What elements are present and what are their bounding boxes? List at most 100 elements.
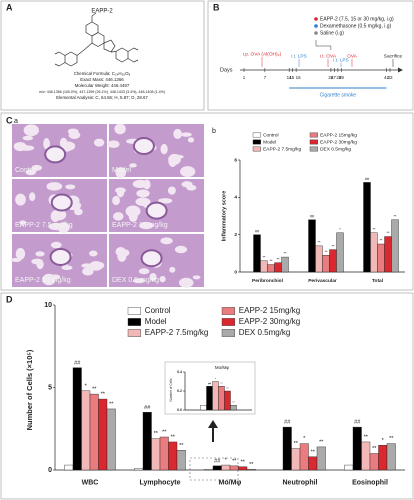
bar (89, 393, 99, 471)
legend-icon (314, 24, 318, 28)
legend-label: EAPP-2 7.5mg/kg (145, 328, 209, 337)
significance-mark: ** (318, 241, 321, 245)
significance-mark: ** (171, 435, 176, 441)
alveolus (180, 132, 192, 137)
days-label: Days (220, 67, 233, 73)
event-label: i.p. OVA (Al(OH)₃) (243, 51, 282, 57)
significance-mark: * (303, 436, 306, 442)
alveolus (139, 221, 154, 230)
bar (308, 456, 318, 471)
y-tick-label: 0 (48, 467, 52, 474)
alveolus (129, 163, 137, 168)
bar (322, 254, 330, 273)
significance-mark: * (215, 377, 217, 381)
bar (246, 468, 256, 471)
significance-mark: * (85, 383, 88, 389)
zoom-box (189, 457, 239, 481)
significance-mark: ** (394, 214, 397, 218)
alveolus (65, 184, 76, 190)
bar (336, 232, 344, 273)
event-label: i.t. OVA (320, 53, 337, 59)
panel-label: B (213, 2, 220, 12)
significance-mark: ** (373, 227, 376, 231)
bar (221, 464, 231, 471)
y-tick-label: 0.0 (177, 408, 182, 412)
alveolus (31, 164, 43, 171)
significance-mark: ** (294, 441, 299, 447)
bar (134, 468, 144, 471)
bar (260, 260, 268, 273)
alveolus (15, 193, 26, 206)
day-label: 1 (243, 75, 246, 80)
alveolus (112, 195, 120, 206)
legend-label: EAPP-2 30mg/kg (320, 139, 357, 145)
alveolus (61, 141, 76, 151)
bar (212, 381, 219, 411)
alveolus (107, 140, 120, 148)
bar (176, 450, 186, 471)
bar (352, 426, 362, 471)
bar (230, 405, 237, 411)
legend-label: EAPP-2 15mg/kg (320, 132, 357, 138)
event-label: i.t. LPS (333, 57, 348, 63)
significance-mark: ## (365, 177, 370, 181)
significance-mark: ** (220, 382, 223, 386)
y-axis-label: Inflammatory score (221, 191, 227, 242)
event-label: i.t. LPS (291, 53, 306, 59)
significance-mark: ## (214, 458, 221, 464)
alveolus (174, 245, 188, 254)
bar (316, 446, 326, 471)
legend-swatch (309, 132, 318, 138)
y-tick-label: 4 (234, 195, 237, 201)
significance-mark: ** (249, 462, 254, 468)
legend-swatch (252, 132, 261, 138)
legend-label: EAPP-2 15mg/kg (239, 306, 300, 315)
alveolus (192, 275, 201, 280)
compound-info: Elemental Analysis: C, 64.56; H, 5.87; O… (56, 95, 148, 100)
bar (72, 367, 82, 471)
alveolus (115, 167, 127, 179)
bar (384, 236, 392, 273)
x-tick-label: Perivascular (308, 278, 337, 284)
day-label: 15 (289, 75, 295, 80)
micrograph-label: EAPP-2 7.5 mg/kg (15, 222, 73, 229)
legend-label: Control (263, 132, 278, 138)
significance-mark: ** (270, 259, 273, 263)
y-tick-label: 2 (234, 232, 237, 238)
alveolus (157, 198, 173, 204)
panel-sublabel: a (14, 118, 18, 125)
bar (204, 468, 214, 471)
day-label: 16 (296, 75, 302, 80)
chemical-structure (54, 12, 139, 67)
event-label: Sacrifice (384, 53, 403, 59)
bar (206, 386, 213, 411)
legend-label: Model (145, 317, 167, 326)
alveolus (23, 124, 40, 137)
inset-title: Mo/Mφ (215, 365, 229, 370)
bar (361, 441, 371, 471)
significance-mark: ** (372, 446, 377, 452)
bar (369, 453, 379, 471)
x-tick-label: Neutrophil (283, 479, 318, 486)
alveolus (117, 251, 127, 262)
y-tick-label: 6 (234, 157, 237, 163)
significance-mark: ## (74, 360, 81, 366)
alveolus (29, 192, 36, 202)
bar (267, 264, 275, 273)
significance-mark: ** (277, 257, 280, 261)
legend-swatch (309, 139, 318, 145)
timeline-arrow (398, 67, 403, 73)
bar (344, 464, 354, 471)
legend-icon (314, 31, 318, 35)
bar (281, 256, 289, 273)
bar (81, 390, 91, 471)
alveolus (50, 241, 62, 249)
bar (370, 232, 378, 273)
alveolus (46, 182, 63, 191)
alveolus (159, 275, 166, 283)
panel-label: C (6, 115, 13, 125)
compound-info: Chemical Formula: C₂₄H₂₆O₈ (74, 71, 131, 76)
significance-mark: ** (332, 244, 335, 248)
airway (44, 145, 67, 164)
